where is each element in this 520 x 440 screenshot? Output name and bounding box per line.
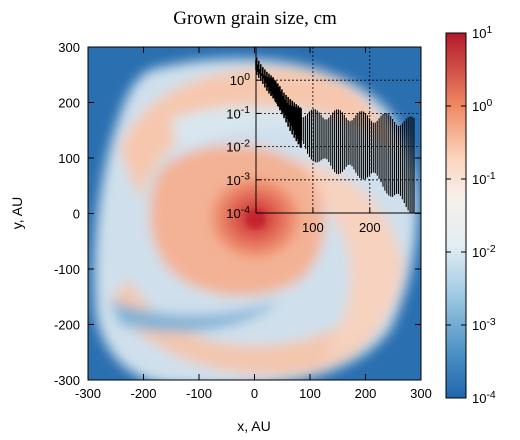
x-tick-label: 100 <box>299 386 321 401</box>
colorbar-tick-label: 10-3 <box>472 317 496 333</box>
inset-y-tick-label: 100 <box>230 72 250 88</box>
core-peak <box>247 210 265 228</box>
spiral-arm-north <box>120 68 395 200</box>
chart-title: Grown grain size, cm <box>173 8 337 29</box>
colorbar-tick-label: 10-4 <box>472 390 496 406</box>
x-axis-label: x, AU <box>237 418 270 434</box>
y-axis-label: y, AU <box>9 197 25 229</box>
x-tick-label: 300 <box>410 386 432 401</box>
inset-y-tick-label: 10-4 <box>226 205 250 221</box>
x-tick-label: -200 <box>130 386 156 401</box>
colorbar-tick-label: 101 <box>472 25 492 41</box>
inset-profile-plot: 100 200 100 10-1 10-2 10-3 10-4 <box>226 47 421 235</box>
inset-x-tick-label: 200 <box>359 220 381 235</box>
inset-y-tick-label: 10-3 <box>226 172 250 188</box>
y-tick-label: 0 <box>73 207 80 222</box>
colorbar-tick-label: 10-1 <box>472 171 496 187</box>
y-tick-label: 300 <box>58 40 80 55</box>
y-tick-label: -200 <box>54 318 80 333</box>
x-tick-label: -300 <box>75 386 101 401</box>
y-tick-label: 100 <box>58 151 80 166</box>
blue-gap-lane <box>110 300 280 332</box>
heatmap-field <box>88 47 421 380</box>
y-tick-label: -300 <box>54 373 80 388</box>
y-tick-label: -100 <box>54 262 80 277</box>
x-tick-label: 0 <box>251 386 258 401</box>
inset-y-tick-label: 10-2 <box>226 138 250 154</box>
x-tick-label: -100 <box>186 386 212 401</box>
colorbar-tick-label: 100 <box>472 98 492 114</box>
x-tick-label: 200 <box>355 386 377 401</box>
spiral-arm-east <box>270 160 401 360</box>
colorbar-ticks: 101 100 10-1 10-2 10-3 10-4 <box>446 25 496 406</box>
main-axes: -300 -200 -100 0 100 200 300 -300 -200 -100 0 100 20… <box>54 40 432 401</box>
colorbar <box>445 32 467 399</box>
inset-y-tick-label: 10-1 <box>226 105 250 121</box>
colorbar-tick-label: 10-2 <box>472 244 496 260</box>
inset-x-tick-label: 100 <box>302 220 324 235</box>
y-tick-label: 200 <box>58 96 80 111</box>
